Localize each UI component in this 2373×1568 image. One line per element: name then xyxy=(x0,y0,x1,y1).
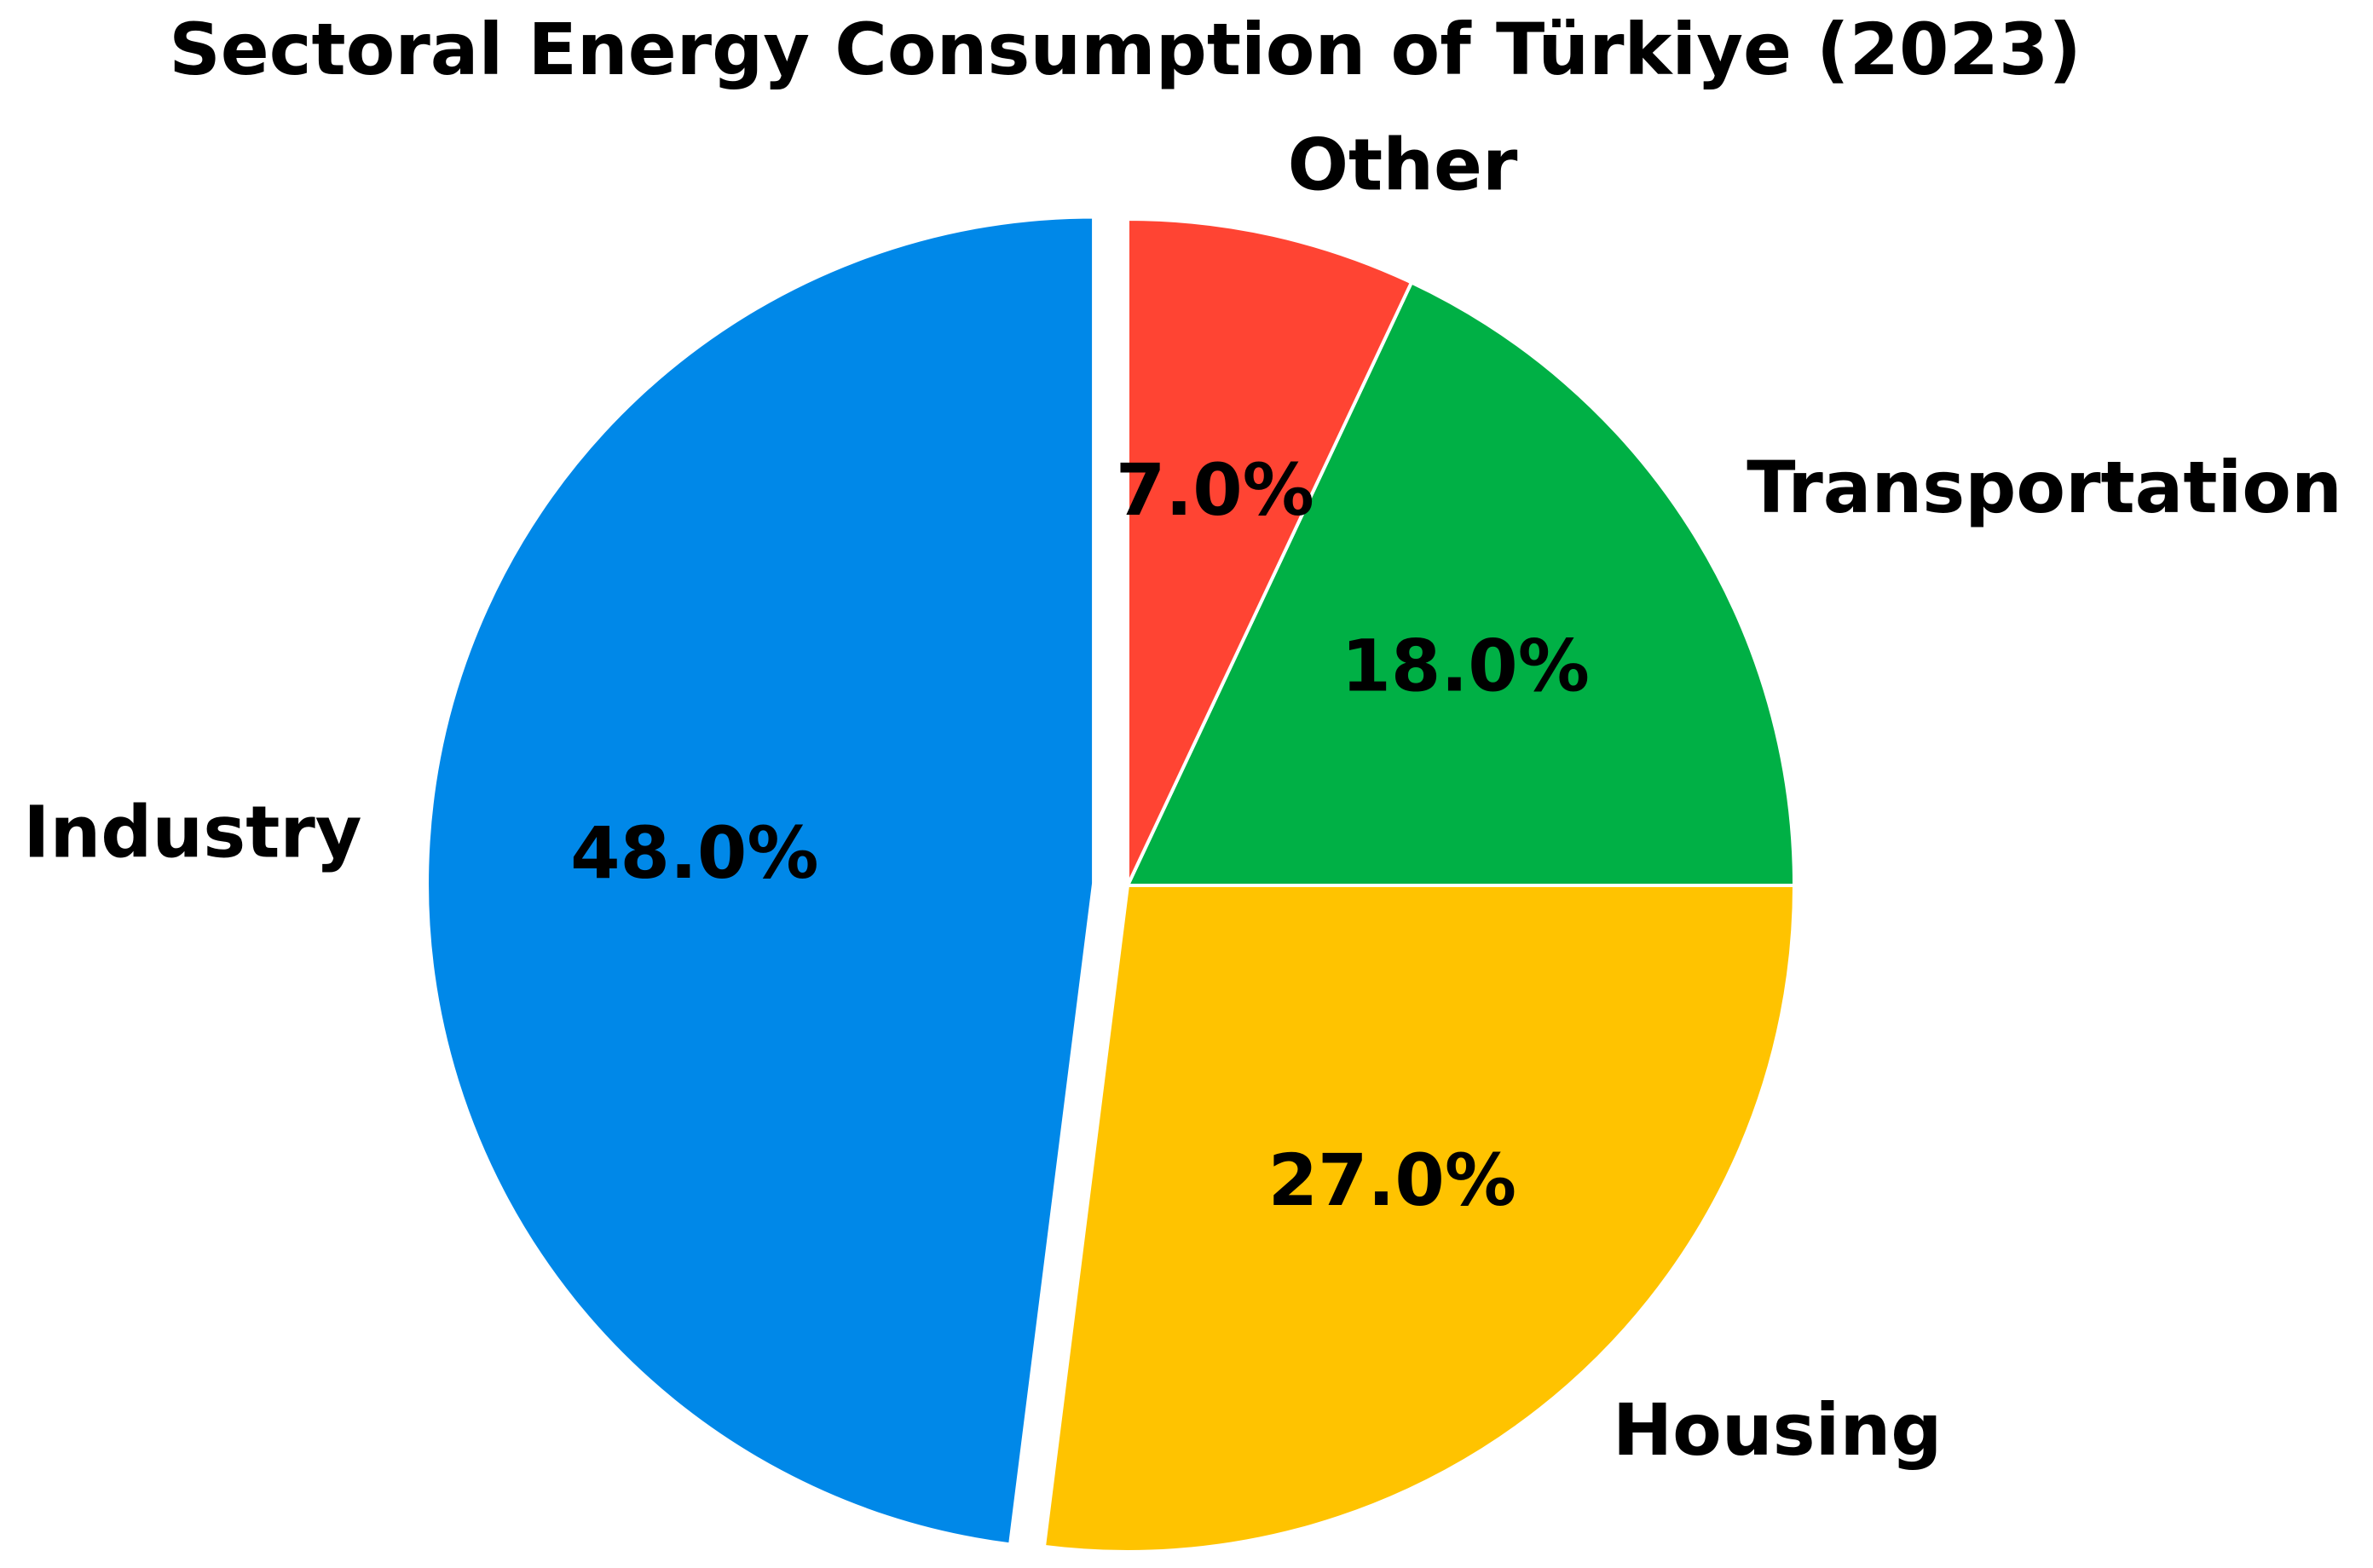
value-label: 18.0% xyxy=(1341,625,1589,708)
pie-slice xyxy=(1042,884,1797,1554)
pie-slice xyxy=(1126,216,1414,886)
chart-title: Sectoral Energy Consumption of Türkiye (… xyxy=(169,8,2081,91)
value-label: 27.0% xyxy=(1268,1139,1516,1222)
slice-label: Transportation xyxy=(1747,446,2342,529)
slice-label: Housing xyxy=(1613,1388,1943,1472)
slice-label: Other xyxy=(1288,123,1518,206)
pie-slice xyxy=(1124,280,1797,887)
value-label: 7.0% xyxy=(1116,448,1314,532)
value-label: 48.0% xyxy=(570,811,818,895)
slice-label: Industry xyxy=(23,790,361,873)
pie-slice xyxy=(425,215,1096,1547)
